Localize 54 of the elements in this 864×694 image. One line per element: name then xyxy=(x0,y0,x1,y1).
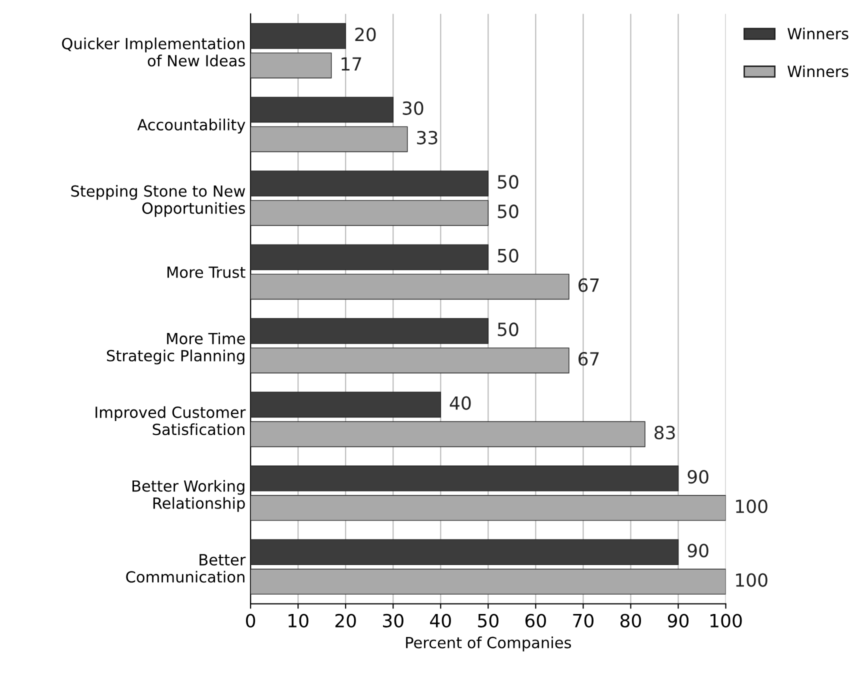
y-tick-label: Quicker Implementation of New Ideas xyxy=(62,38,245,66)
y-tick-label: Improved Customer Satisfication xyxy=(96,406,246,436)
data-label: 100 xyxy=(736,573,768,587)
bar xyxy=(250,392,441,418)
y-tick-label: Accountability xyxy=(137,118,246,134)
x-tick-label: 30 xyxy=(383,614,404,628)
bar xyxy=(250,170,489,196)
y-tick-label: More Time Strategic Planning xyxy=(106,332,245,364)
bar xyxy=(250,318,489,344)
y-tick-label: Better Working Relationship xyxy=(132,480,245,512)
data-label: 90 xyxy=(688,544,708,558)
data-label: 50 xyxy=(498,322,518,336)
bar xyxy=(250,52,332,78)
y-tick-label: Stepping Stone to New Opportunities xyxy=(71,185,246,217)
data-label: 50 xyxy=(498,204,518,218)
bar xyxy=(250,200,489,226)
bar xyxy=(250,274,570,300)
bar xyxy=(250,244,489,270)
x-tick-label: 50 xyxy=(478,614,498,628)
data-label: 30 xyxy=(402,101,424,115)
x-tick-label: 0 xyxy=(246,614,256,628)
x-tick-label: 20 xyxy=(335,614,356,628)
bar xyxy=(250,495,726,521)
x-axis-title: Percent of Companies xyxy=(406,636,571,652)
bar xyxy=(250,348,570,374)
data-label: 33 xyxy=(417,130,438,144)
bar xyxy=(250,126,408,152)
x-tick-label: 80 xyxy=(620,614,642,628)
legend-label: Winners xyxy=(788,28,848,40)
bar xyxy=(250,421,646,448)
bar xyxy=(250,466,679,492)
x-tick-label: 10 xyxy=(288,614,308,628)
bar xyxy=(250,23,346,49)
data-label: 67 xyxy=(578,278,599,292)
y-tick-label: More Trust xyxy=(167,266,246,278)
bar xyxy=(250,568,726,595)
data-label: 90 xyxy=(688,470,708,484)
bar xyxy=(250,539,679,566)
x-tick-label: 40 xyxy=(430,614,451,628)
data-label: 50 xyxy=(498,175,518,189)
data-label: 83 xyxy=(654,426,675,440)
x-tick-label: 60 xyxy=(525,614,546,628)
legend-label: Winners xyxy=(788,65,848,78)
data-label: 100 xyxy=(736,500,768,514)
x-tick-label: 100 xyxy=(710,614,742,628)
data-label: 50 xyxy=(498,248,518,262)
y-tick-label: Better Communication xyxy=(126,554,246,583)
data-label: 40 xyxy=(450,396,471,410)
bar xyxy=(250,96,394,123)
x-tick-label: 90 xyxy=(668,614,689,628)
data-label: 17 xyxy=(342,57,362,70)
data-label: 20 xyxy=(355,28,376,42)
x-tick-label: 70 xyxy=(573,614,594,628)
data-label: 67 xyxy=(578,352,599,366)
